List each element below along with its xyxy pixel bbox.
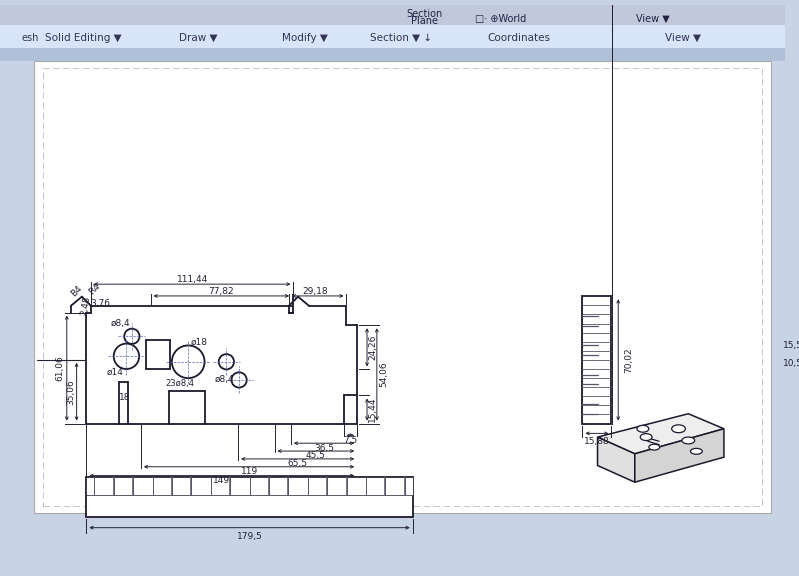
Text: 111,44: 111,44 [177,275,208,284]
Text: Solid Editing ▼: Solid Editing ▼ [46,32,121,43]
Bar [86,477,412,517]
Text: esh: esh [22,32,39,43]
Text: 70,02: 70,02 [625,347,634,373]
Ellipse shape [682,437,694,444]
Text: □· ⊕World: □· ⊕World [475,14,527,24]
Text: Section ▼ ↓: Section ▼ ↓ [370,32,431,43]
Ellipse shape [649,444,660,450]
Ellipse shape [672,425,686,433]
Text: 77,82: 77,82 [209,286,234,295]
Text: 10,5: 10,5 [783,359,799,368]
Text: 45,5: 45,5 [306,452,326,460]
Text: 179,5: 179,5 [237,532,262,541]
Polygon shape [598,414,724,454]
Text: Coordinates: Coordinates [487,32,551,43]
Bar [34,61,771,513]
Text: View ▼: View ▼ [665,32,701,43]
Text: B4: B4 [69,284,84,298]
Text: 7,5: 7,5 [344,436,357,445]
Polygon shape [634,429,724,482]
Text: 149: 149 [213,476,230,485]
Text: 36,5: 36,5 [314,444,334,453]
Text: 15,88: 15,88 [584,437,610,446]
Bar [0,5,785,25]
Text: 18: 18 [119,393,130,401]
Text: 23ø8,4: 23ø8,4 [165,379,194,388]
Text: R4: R4 [87,282,102,297]
Polygon shape [598,437,634,482]
Text: 119: 119 [240,467,258,476]
Bar [43,68,762,506]
Ellipse shape [637,425,649,432]
Text: 61,06: 61,06 [55,355,65,381]
Text: 54,06: 54,06 [380,362,388,387]
Text: Modify ▼: Modify ▼ [281,32,328,43]
Bar [0,25,785,48]
Text: 15,44: 15,44 [368,397,377,422]
Text: Plane: Plane [411,16,438,26]
Text: 3,76: 3,76 [90,300,110,308]
Text: ø14: ø14 [107,368,124,377]
Bar [582,296,611,423]
Bar [0,48,785,61]
Text: Section: Section [406,9,443,19]
Text: ø8,4: ø8,4 [111,319,131,328]
Bar [86,477,412,495]
Text: 24,26: 24,26 [368,335,377,360]
Ellipse shape [640,434,652,441]
Text: 35,06: 35,06 [66,379,75,404]
Text: 15,5: 15,5 [783,341,799,350]
Text: View ▼: View ▼ [636,14,670,24]
Text: Draw ▼: Draw ▼ [179,32,217,43]
Text: 65,5: 65,5 [288,459,308,468]
Text: ø18: ø18 [191,338,208,346]
Text: 2,48: 2,48 [79,295,92,316]
Text: 29,18: 29,18 [303,286,328,295]
Text: ø8,4: ø8,4 [215,376,234,384]
Ellipse shape [690,448,702,454]
